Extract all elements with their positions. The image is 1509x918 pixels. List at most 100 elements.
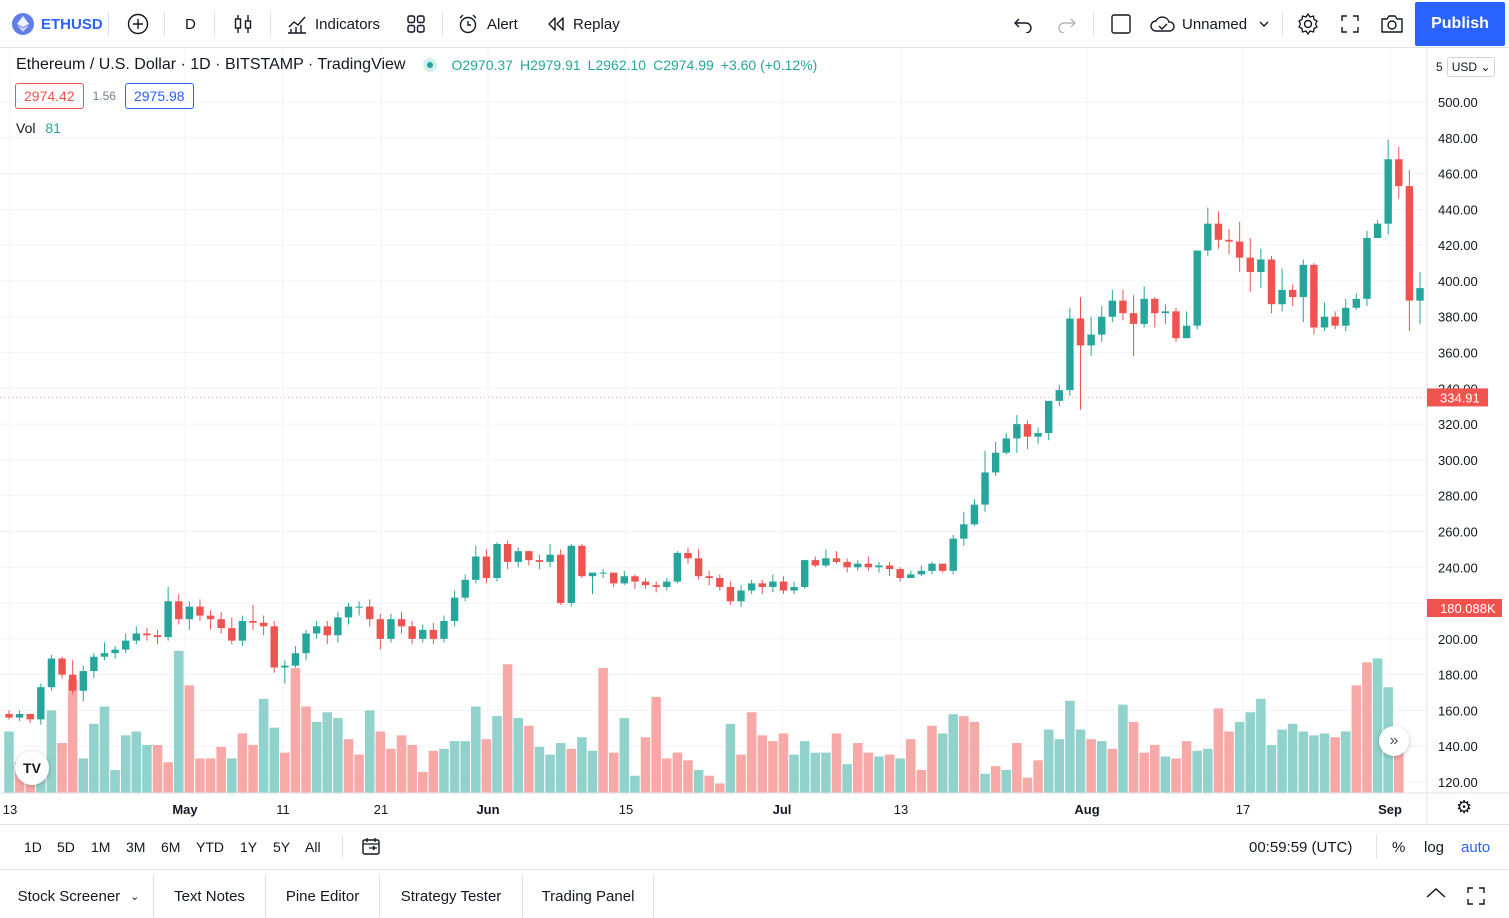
volume-bar	[1330, 737, 1340, 793]
fullscreen-select-button[interactable]	[1110, 0, 1132, 48]
tab-label: Text Notes	[174, 887, 245, 905]
tab-strategy-tester[interactable]: Strategy Tester	[380, 874, 523, 918]
range-ytd[interactable]: YTD	[196, 839, 224, 855]
candle-body	[387, 619, 395, 639]
range-1m[interactable]: 1M	[91, 839, 111, 855]
price-axis[interactable]	[1427, 48, 1509, 793]
layout-button[interactable]: Unnamed	[1149, 0, 1269, 48]
candle-body	[769, 581, 777, 587]
volume-bar	[1096, 741, 1107, 793]
candle-body	[1310, 264, 1318, 328]
tab-text-notes[interactable]: Text Notes	[154, 874, 266, 918]
divider	[1093, 12, 1094, 36]
interval-button[interactable]: D	[185, 0, 196, 48]
sell-price-button[interactable]: 2974.42	[15, 83, 84, 109]
collapse-panel-button[interactable]	[1425, 886, 1447, 905]
tab-trading-panel[interactable]: Trading Panel	[523, 874, 654, 918]
price-tick-label: 500.00	[1438, 95, 1478, 110]
tradingview-logo[interactable]: TV	[15, 751, 49, 785]
tab-pine-editor[interactable]: Pine Editor	[266, 874, 380, 918]
price-tick-label: 440.00	[1438, 202, 1478, 217]
volume-legend[interactable]: Vol 81	[16, 120, 61, 136]
goto-date-icon[interactable]	[361, 836, 381, 859]
candle-body	[1416, 288, 1424, 301]
volume-bar	[1001, 769, 1012, 793]
volume-bar	[990, 766, 1001, 793]
range-1y[interactable]: 1Y	[240, 839, 258, 855]
volume-bar	[778, 733, 789, 793]
gear-icon	[1296, 12, 1320, 36]
last-price-badge	[1427, 388, 1488, 407]
candle-body	[1098, 316, 1106, 335]
templates-button[interactable]	[406, 0, 426, 48]
range-5d[interactable]: 5D	[57, 839, 75, 855]
candle-body	[334, 617, 342, 636]
volume-bar	[301, 706, 311, 793]
volume-bar	[343, 739, 354, 793]
volume-bar	[1309, 735, 1319, 793]
volume-bar	[959, 716, 969, 793]
volume-bar	[227, 758, 237, 793]
candle-body	[567, 545, 575, 604]
log-toggle[interactable]: log	[1424, 839, 1445, 856]
percent-toggle[interactable]: %	[1392, 839, 1406, 856]
candle-body	[1235, 241, 1244, 258]
candle-body	[1225, 239, 1233, 242]
tab-stock-screener[interactable]: Stock Screener ⌄	[4, 874, 154, 918]
range-all[interactable]: All	[305, 839, 321, 855]
candle-body	[1002, 438, 1010, 453]
last-price-label: 334.91	[1440, 390, 1480, 405]
price-chart[interactable]: 500.00 480.00 460.00 440.00 420.00 400.00 380.…	[0, 48, 1509, 824]
volume-bar	[375, 731, 386, 793]
candle-body	[885, 565, 894, 570]
candle-body	[1034, 433, 1042, 437]
scale-settings-gear-icon[interactable]: ⚙	[1456, 797, 1473, 817]
range-3m[interactable]: 3M	[126, 839, 146, 855]
candle-body	[79, 671, 87, 691]
undo-button[interactable]	[1013, 0, 1033, 48]
volume-bar	[492, 716, 502, 793]
fullscreen-button[interactable]	[1340, 0, 1360, 48]
candle-body	[1373, 223, 1382, 238]
currency-select[interactable]: 5 USD ⌄	[1436, 56, 1496, 78]
snapshot-button[interactable]	[1380, 0, 1404, 48]
range-1d[interactable]: 1D	[24, 839, 42, 855]
volume-bar	[89, 723, 99, 793]
replay-button[interactable]: Replay	[546, 0, 620, 48]
indicators-label: Indicators	[315, 15, 381, 33]
indicators-button[interactable]: Indicators	[286, 0, 380, 48]
maximize-panel-button[interactable]	[1466, 886, 1486, 911]
range-6m[interactable]: 6M	[161, 839, 181, 855]
settings-button[interactable]	[1296, 0, 1320, 48]
volume-bar	[905, 739, 916, 793]
publish-button[interactable]: Publish	[1415, 2, 1505, 46]
divider	[270, 12, 271, 36]
redo-button[interactable]	[1057, 0, 1077, 48]
double-chevron-right-icon: »	[1389, 732, 1399, 749]
volume-bar	[195, 758, 205, 793]
range-5y[interactable]: 5Y	[273, 839, 291, 855]
auto-toggle[interactable]: auto	[1461, 839, 1491, 856]
volume-label: Vol	[16, 120, 36, 136]
price-tick-label: 160.00	[1438, 703, 1478, 718]
candle-body	[1087, 334, 1095, 346]
utc-clock[interactable]: 00:59:59 (UTC)	[1249, 839, 1353, 856]
market-status-icon[interactable]	[423, 58, 438, 72]
volume-badge	[1427, 599, 1502, 617]
volume-bar	[1118, 704, 1128, 793]
compare-symbol-button[interactable]	[127, 0, 149, 48]
chevron-down-icon: ⌄	[130, 890, 140, 903]
interval-label: D	[185, 15, 196, 33]
buy-price-button[interactable]: 2975.98	[124, 83, 194, 109]
currency-dropdown[interactable]: USD ⌄	[1446, 57, 1496, 77]
symbol-search-button[interactable]: ETHUSD	[12, 0, 103, 48]
volume-bar	[449, 741, 460, 793]
alert-button[interactable]: Alert	[457, 0, 518, 48]
chart-pane[interactable]: 500.00 480.00 460.00 440.00 420.00 400.00 380.…	[0, 48, 1509, 824]
square-icon	[1110, 13, 1132, 35]
legend-close: C2974.99	[653, 57, 714, 73]
candle-body	[111, 649, 119, 654]
chart-type-button[interactable]	[233, 0, 253, 48]
price-tick-label: 400.00	[1438, 274, 1478, 289]
scroll-to-realtime-button[interactable]: »	[1379, 726, 1409, 756]
